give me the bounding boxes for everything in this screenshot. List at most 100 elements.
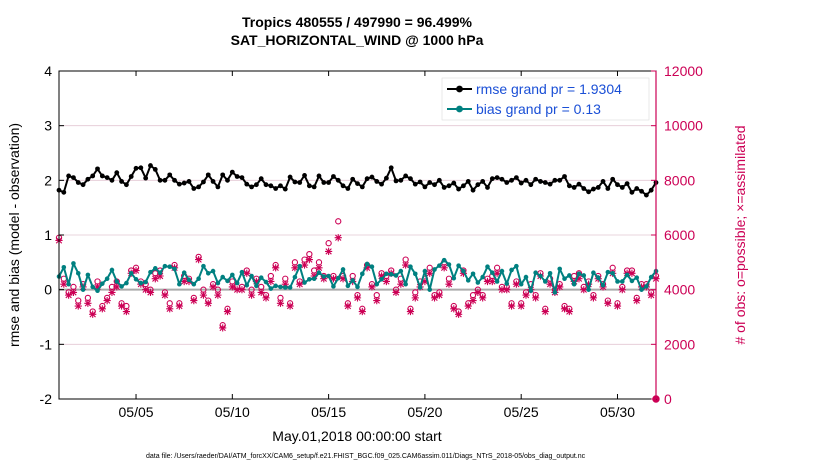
bias-point: [181, 270, 187, 276]
obs-assimilated-marker: [325, 247, 333, 255]
obs-possible-marker: [325, 240, 332, 247]
bias-point: [446, 262, 452, 267]
rmse-point: [167, 172, 173, 178]
obs-assimilated-marker: [233, 286, 241, 294]
rmse-point: [148, 163, 153, 168]
obs-assimilated-marker: [142, 286, 150, 294]
rmse-point: [210, 179, 216, 184]
rmse-point: [196, 184, 202, 190]
rmse-point: [306, 183, 312, 189]
rmse-point: [643, 192, 649, 198]
x-tick-label: 05/25: [504, 404, 539, 420]
obs-assimilated-marker: [450, 305, 458, 313]
rmse-point: [326, 180, 332, 185]
y-right-tick-label: 10000: [664, 118, 703, 134]
obs-assimilated-marker: [146, 288, 155, 296]
bias-point: [230, 272, 235, 278]
rmse-point: [229, 169, 235, 175]
obs-assimilated-marker: [65, 291, 73, 299]
bias-point: [499, 268, 505, 274]
bias-point: [128, 270, 134, 276]
obs-assimilated-marker: [541, 307, 549, 316]
rmse-point: [282, 186, 288, 192]
obs-assimilated-marker: [113, 283, 121, 291]
rmse-point: [566, 183, 572, 189]
rmse-point: [292, 179, 298, 185]
bias-point: [119, 284, 124, 289]
rmse-point: [629, 189, 635, 195]
bias-point: [321, 274, 327, 279]
bias-point: [571, 281, 577, 287]
rmse-point: [547, 181, 553, 187]
obs-assimilated-marker: [392, 288, 400, 296]
obs-assimilated-marker: [479, 294, 487, 302]
rmse-point: [345, 186, 351, 191]
bias-point: [398, 268, 404, 274]
rmse-point: [523, 177, 529, 183]
y-left-tick-label: -1: [40, 336, 53, 352]
rmse-point: [605, 186, 611, 191]
obs-assimilated-marker: [180, 277, 188, 286]
rmse-series: [56, 163, 659, 198]
obs-assimilated-marker: [517, 302, 525, 310]
bias-point: [600, 282, 606, 288]
obs-assimilated-marker: [618, 286, 626, 294]
bias-point: [268, 286, 274, 291]
y-left-tick-label: 4: [44, 63, 52, 79]
y-left-tick-label: 2: [44, 172, 52, 188]
bias-point: [345, 283, 351, 289]
y-left-axis-ticks: -2 -1 0 1 2 3 4: [40, 63, 64, 407]
bias-point: [369, 264, 375, 270]
bias-point: [384, 271, 389, 277]
obs-assimilated-marker: [315, 264, 323, 272]
bias-point: [639, 287, 644, 292]
obs-assimilated-marker: [161, 291, 169, 299]
obs-assimilated-marker: [296, 280, 304, 288]
rmse-point: [610, 176, 616, 182]
rmse-point: [619, 185, 625, 190]
rmse-point: [470, 187, 476, 193]
rmse-point: [239, 175, 245, 181]
x-axis-ticks: 05/05 05/10 05/15 05/20 05/25 05/30: [119, 71, 635, 420]
bias-point: [393, 273, 399, 278]
rmse-point: [509, 177, 514, 183]
rmse-point: [66, 173, 72, 179]
legend-rmse-label: rmse grand pr = 1.9304: [476, 81, 622, 97]
obs-assimilated-marker: [257, 288, 265, 296]
rmse-point: [480, 179, 486, 184]
rmse-point: [446, 183, 452, 189]
rmse-point: [61, 189, 67, 195]
bias-point: [75, 270, 81, 276]
bias-point: [172, 266, 177, 272]
obs-assimilated-marker: [219, 324, 227, 332]
bias-point: [61, 264, 67, 270]
rmse-point: [408, 176, 413, 182]
rmse-point: [220, 172, 226, 178]
obs-assimilated-marker: [469, 297, 477, 305]
bias-point: [326, 273, 331, 279]
bias-point: [109, 267, 115, 273]
obs-assimilated-marker: [122, 307, 131, 316]
rmse-point: [499, 176, 505, 182]
rmse-point: [542, 180, 548, 185]
obs-assimilated-marker: [498, 286, 506, 294]
y-left-tick-label: 3: [44, 118, 52, 134]
bias-point: [90, 284, 96, 290]
obs-assimilated-marker: [69, 288, 78, 296]
y-left-tick-label: 0: [44, 282, 52, 298]
bias-point: [518, 281, 524, 287]
rmse-point: [485, 185, 490, 190]
bias-point: [610, 270, 615, 276]
rmse-point: [138, 165, 144, 171]
rmse-point: [364, 176, 370, 182]
rmse-point: [648, 187, 654, 193]
obs-assimilated-marker: [151, 275, 159, 283]
obs-assimilated-marker: [589, 294, 598, 302]
rmse-point: [379, 181, 384, 187]
obs-assimilated-marker: [584, 280, 593, 288]
bias-point: [523, 274, 529, 280]
obs-assimilated-marker: [214, 291, 222, 299]
bias-point: [297, 263, 303, 269]
obs-assimilated-marker: [329, 275, 338, 283]
